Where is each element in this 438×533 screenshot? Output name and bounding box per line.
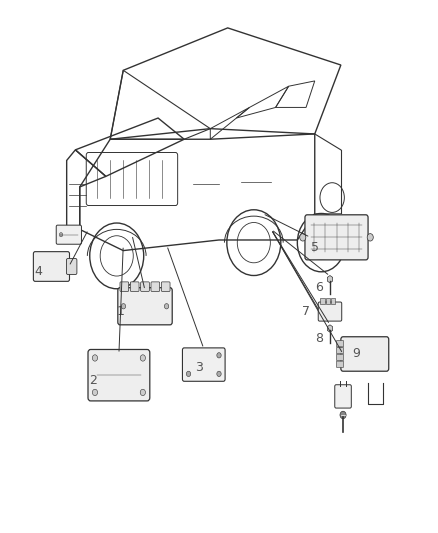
- Circle shape: [59, 232, 63, 237]
- FancyBboxPatch shape: [67, 259, 77, 274]
- FancyBboxPatch shape: [183, 348, 225, 381]
- Circle shape: [164, 304, 169, 309]
- FancyBboxPatch shape: [318, 302, 342, 321]
- Circle shape: [140, 355, 145, 361]
- Circle shape: [92, 389, 98, 395]
- Circle shape: [217, 371, 221, 376]
- FancyBboxPatch shape: [341, 337, 389, 371]
- FancyBboxPatch shape: [336, 361, 343, 368]
- Circle shape: [300, 233, 306, 241]
- Text: 6: 6: [315, 281, 323, 294]
- Circle shape: [186, 371, 191, 376]
- FancyBboxPatch shape: [56, 225, 81, 244]
- Text: 8: 8: [315, 332, 323, 344]
- Circle shape: [140, 389, 145, 395]
- Text: 9: 9: [352, 348, 360, 360]
- FancyBboxPatch shape: [336, 348, 343, 354]
- Text: 1: 1: [117, 305, 125, 318]
- FancyBboxPatch shape: [151, 282, 160, 292]
- Text: 4: 4: [35, 265, 42, 278]
- FancyBboxPatch shape: [141, 282, 149, 292]
- FancyBboxPatch shape: [336, 354, 343, 361]
- FancyBboxPatch shape: [88, 350, 150, 401]
- Text: 5: 5: [311, 241, 319, 254]
- FancyBboxPatch shape: [336, 341, 343, 347]
- FancyBboxPatch shape: [161, 282, 170, 292]
- FancyBboxPatch shape: [335, 385, 351, 408]
- FancyBboxPatch shape: [131, 282, 139, 292]
- FancyBboxPatch shape: [325, 298, 330, 304]
- Circle shape: [340, 411, 346, 419]
- FancyBboxPatch shape: [33, 252, 70, 281]
- Circle shape: [367, 233, 373, 241]
- Text: 3: 3: [195, 361, 203, 374]
- FancyBboxPatch shape: [321, 298, 325, 304]
- FancyBboxPatch shape: [305, 215, 368, 260]
- FancyBboxPatch shape: [118, 288, 172, 325]
- Text: 7: 7: [302, 305, 310, 318]
- Circle shape: [121, 304, 126, 309]
- Polygon shape: [327, 276, 332, 283]
- FancyBboxPatch shape: [331, 298, 335, 304]
- Polygon shape: [327, 325, 332, 332]
- Circle shape: [92, 355, 98, 361]
- Circle shape: [217, 353, 221, 358]
- Text: 2: 2: [89, 374, 97, 387]
- FancyBboxPatch shape: [120, 282, 129, 292]
